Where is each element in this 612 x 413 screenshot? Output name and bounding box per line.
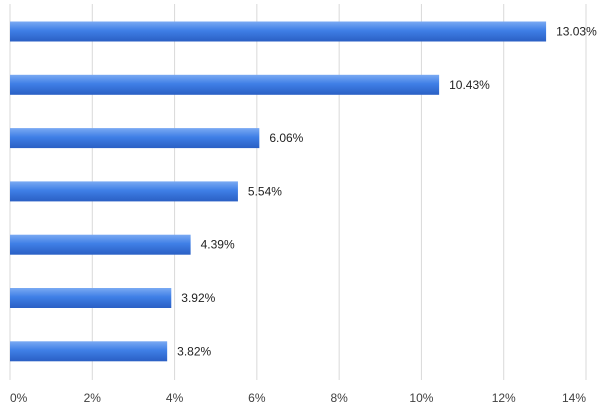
bar-value-label: 6.06% (269, 131, 303, 145)
bar-value-label: 5.54% (248, 184, 282, 198)
x-tick-label: 10% (409, 391, 433, 405)
bar (10, 181, 238, 202)
x-tick-label: 2% (84, 391, 102, 405)
bar-value-label: 4.39% (201, 238, 235, 252)
bar (10, 341, 168, 362)
bars (10, 21, 547, 362)
bar-value-label: 3.92% (181, 291, 215, 305)
x-tick-label: 0% (10, 391, 28, 405)
x-tick-label: 6% (248, 391, 266, 405)
bar (10, 74, 440, 95)
bar (10, 234, 191, 255)
x-tick-label: 4% (166, 391, 184, 405)
bar-value-label: 3.82% (177, 344, 211, 358)
x-axis-tick-labels: 0% 2% 4% 6% 8% 10% 12% 14% (10, 391, 586, 405)
bar (10, 21, 547, 42)
x-tick-label: 14% (562, 391, 586, 405)
data-labels: 13.03% 10.43% 6.06% 5.54% 4.39% 3.92% 3.82% (177, 25, 597, 359)
bar-value-label: 10.43% (449, 78, 490, 92)
bar-value-label: 13.03% (556, 25, 597, 39)
x-tick-label: 8% (330, 391, 348, 405)
bar (10, 288, 172, 308)
x-tick-label: 12% (492, 391, 516, 405)
bar (10, 128, 260, 149)
